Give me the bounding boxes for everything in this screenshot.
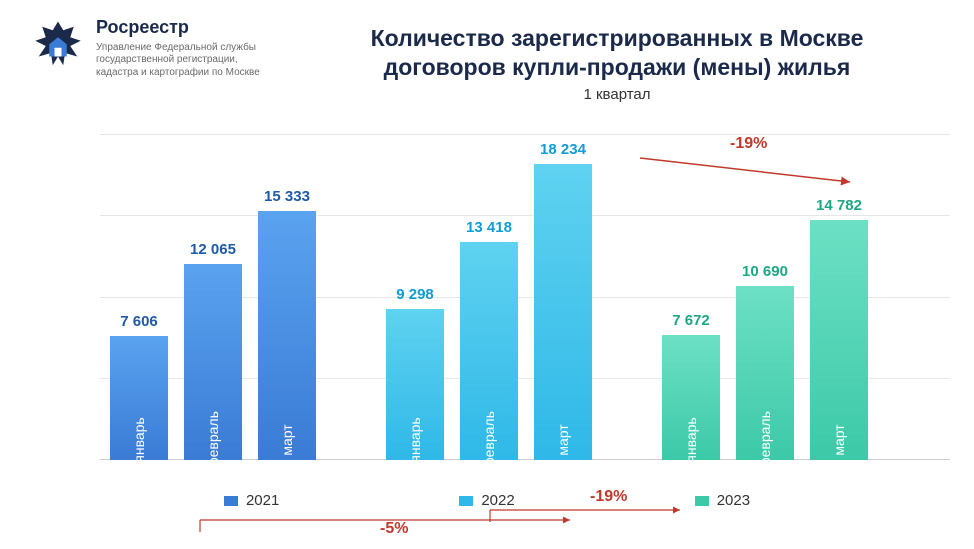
- logo-block: Росреестр Управление Федеральной службы …: [30, 18, 290, 79]
- bar-month-label: февраль: [205, 411, 221, 469]
- bar-wrap: 18 234март: [534, 164, 592, 460]
- chart-subtitle: 1 квартал: [290, 86, 944, 103]
- bar-value-label: 18 234: [540, 141, 586, 158]
- bar-wrap: 15 333март: [258, 211, 316, 460]
- legend-item: 2021: [224, 492, 279, 509]
- bar-month-label: январь: [683, 417, 699, 462]
- bar: январь: [110, 336, 168, 460]
- bar: март: [810, 220, 868, 460]
- bar-wrap: 13 418февраль: [460, 242, 518, 460]
- bar-wrap: 7 672январь: [662, 335, 720, 460]
- bar: январь: [662, 335, 720, 460]
- header: Росреестр Управление Федеральной службы …: [0, 0, 974, 103]
- bar-month-label: февраль: [481, 411, 497, 469]
- bar-month-label: февраль: [757, 411, 773, 469]
- bar-value-label: 10 690: [742, 263, 788, 280]
- bar-month-label: март: [831, 424, 847, 455]
- annotation-bottom-center-text: -5%: [380, 520, 408, 537]
- annotation-bottom-center: -5%: [380, 520, 408, 538]
- bar-wrap: 12 065февраль: [184, 264, 242, 460]
- bar: март: [258, 211, 316, 460]
- bar-value-label: 7 606: [120, 313, 158, 330]
- bar-month-label: январь: [407, 417, 423, 462]
- bar: март: [534, 164, 592, 460]
- bar-value-label: 15 333: [264, 188, 310, 205]
- bar-value-label: 7 672: [672, 312, 710, 329]
- bar-value-label: 9 298: [396, 286, 434, 303]
- bar: февраль: [736, 286, 794, 460]
- arrow-top: [640, 150, 860, 190]
- bar-wrap: 9 298январь: [386, 309, 444, 460]
- annotation-top-text: -19%: [730, 135, 767, 152]
- emblem-icon: [30, 18, 86, 74]
- legend-item: 2022: [459, 492, 514, 509]
- annotation-top: -19%: [730, 135, 767, 153]
- legend-swatch: [695, 496, 709, 506]
- bar-month-label: март: [555, 424, 571, 455]
- legend-swatch: [459, 496, 473, 506]
- org-name: Росреестр: [96, 18, 266, 38]
- bar-value-label: 12 065: [190, 241, 236, 258]
- bar-group: 9 298январь13 418февраль18 234март: [386, 135, 592, 460]
- chart-title-line1: Количество зарегистрированных в Москве: [290, 24, 944, 53]
- bar-group: 7 606январь12 065февраль15 333март: [110, 135, 316, 460]
- bar: январь: [386, 309, 444, 460]
- bar-wrap: 14 782март: [810, 220, 868, 460]
- chart-title-line2: договоров купли-продажи (мены) жилья: [290, 53, 944, 82]
- legend-item: 2023: [695, 492, 750, 509]
- bar-month-label: март: [279, 424, 295, 455]
- org-subtitle: Управление Федеральной службы государств…: [96, 42, 266, 80]
- legend-label: 2021: [246, 492, 279, 509]
- legend: 2021 2022 2023: [0, 492, 974, 509]
- bar-value-label: 14 782: [816, 197, 862, 214]
- legend-swatch: [224, 496, 238, 506]
- bar-month-label: январь: [131, 417, 147, 462]
- legend-label: 2022: [481, 492, 514, 509]
- bar-wrap: 7 606январь: [110, 336, 168, 460]
- bar: февраль: [460, 242, 518, 460]
- title-block: Количество зарегистрированных в Москве д…: [290, 18, 944, 103]
- bar: февраль: [184, 264, 242, 460]
- bar-wrap: 10 690февраль: [736, 286, 794, 460]
- legend-label: 2023: [717, 492, 750, 509]
- bar-value-label: 13 418: [466, 219, 512, 236]
